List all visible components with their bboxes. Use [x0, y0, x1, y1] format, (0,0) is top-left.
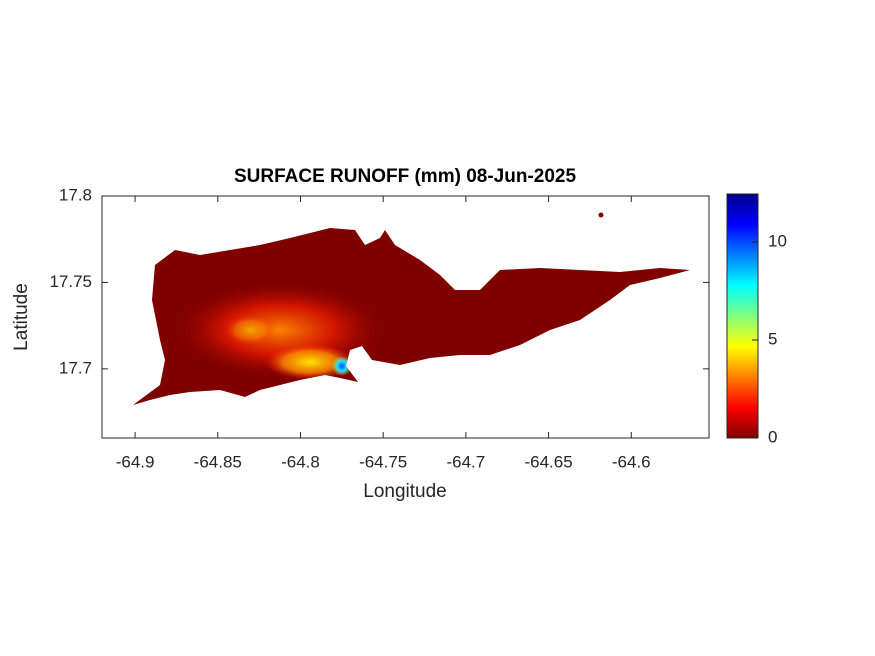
x-tick-label: -64.8 — [281, 452, 320, 471]
colorbar — [726, 193, 759, 439]
island — [133, 212, 690, 405]
colorbar-tick-label: 0 — [768, 427, 777, 446]
x-tick-label: -64.6 — [612, 452, 651, 471]
colorbar-tick-label: 5 — [768, 329, 777, 348]
x-axis-label: Longitude — [363, 481, 446, 502]
y-tick-label: 17.75 — [49, 272, 92, 291]
y-tick-label: 17.7 — [59, 358, 92, 377]
x-tick-label: -64.85 — [194, 452, 242, 471]
axes-box — [101, 195, 710, 439]
x-tick-label: -64.7 — [446, 452, 485, 471]
x-tick-label: -64.9 — [116, 452, 155, 471]
x-tick-label: -64.65 — [524, 452, 572, 471]
x-tick-label: -64.75 — [359, 452, 407, 471]
chart-title: SURFACE RUNOFF (mm) 08-Jun-2025 — [234, 166, 576, 187]
colorbar-tick-label: 10 — [768, 232, 787, 251]
y-tick-label: 17.8 — [59, 185, 92, 204]
y-axis-label: Latitude — [11, 283, 32, 351]
